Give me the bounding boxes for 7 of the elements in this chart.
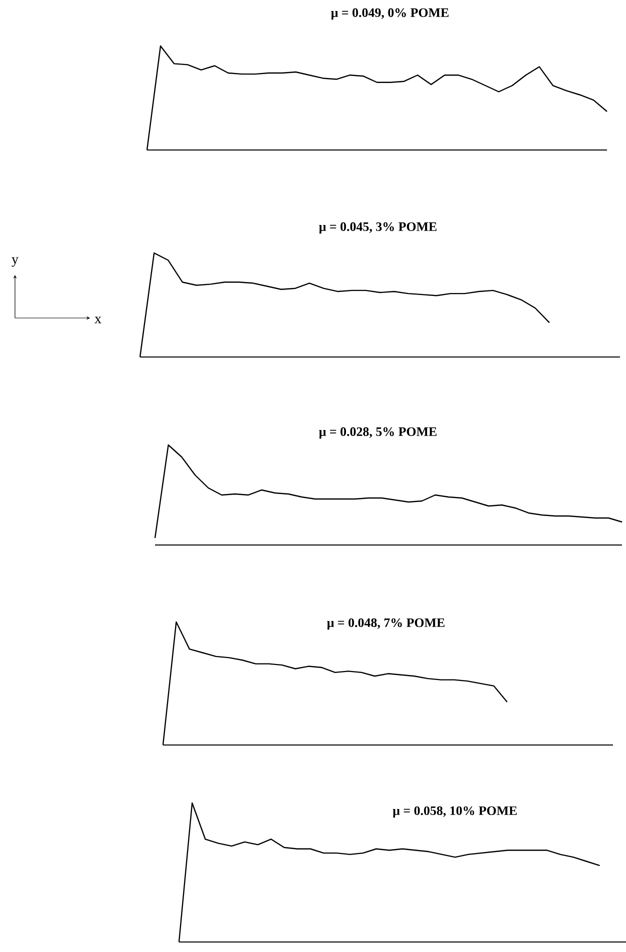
chart-title: μ = 0.058, 10% POME <box>392 806 517 818</box>
chart-title: μ = 0.049, 0% POME <box>331 8 449 20</box>
chart-title: μ = 0.048, 7% POME <box>327 618 445 630</box>
text: y <box>12 257 18 267</box>
chart-title: μ = 0.045, 3% POME <box>319 222 437 234</box>
text: x <box>94 316 102 324</box>
chart-title: μ = 0.028, 5% POME <box>319 427 437 439</box>
